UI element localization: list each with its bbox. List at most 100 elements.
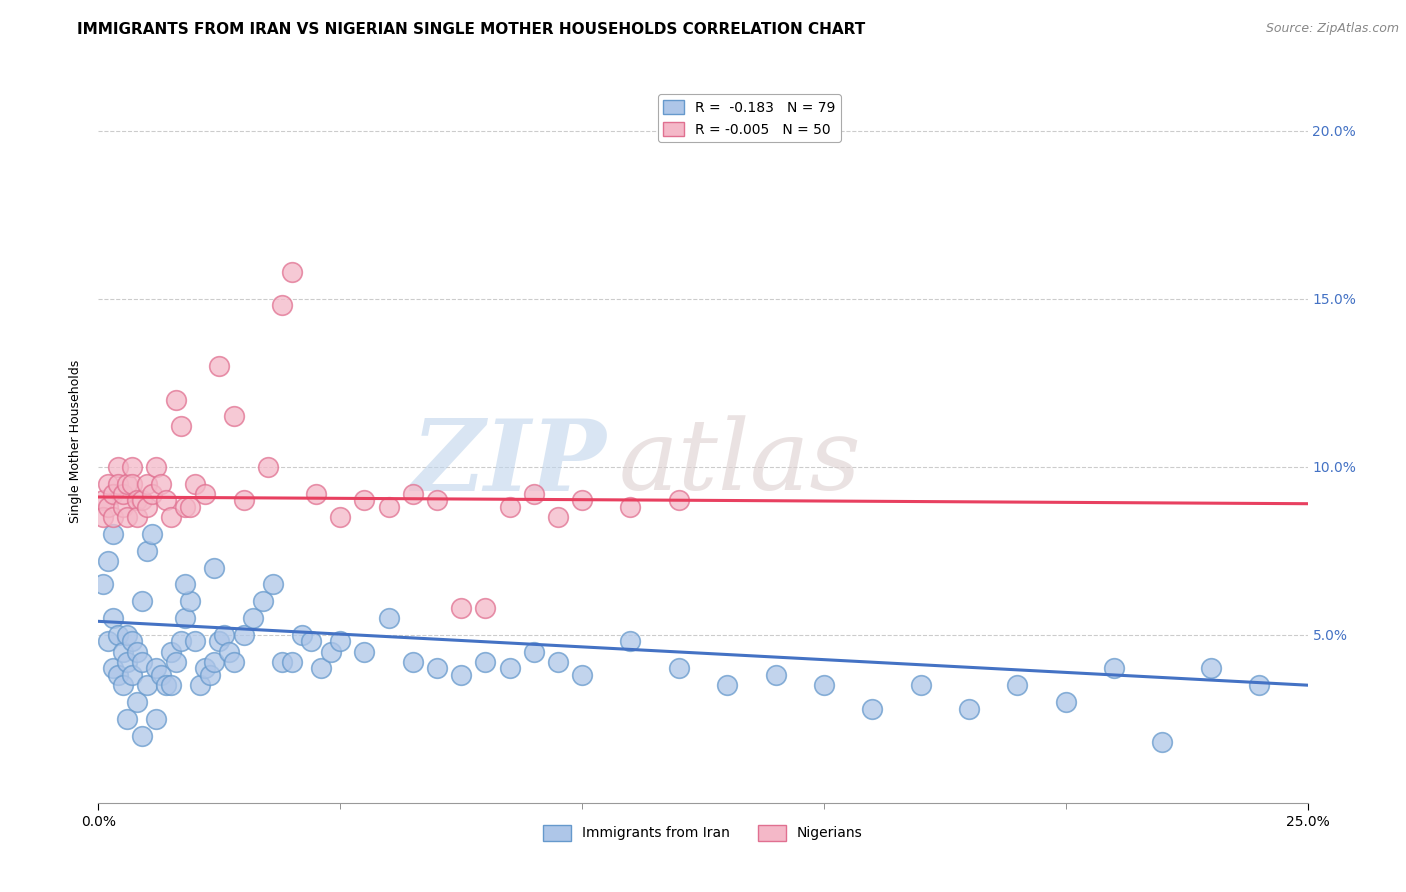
Point — [571, 668, 593, 682]
Point — [135, 543, 157, 558]
Point — [165, 392, 187, 407]
Point — [111, 678, 134, 692]
Point — [179, 500, 201, 514]
Point — [450, 600, 472, 615]
Point — [155, 678, 177, 692]
Legend: Immigrants from Iran, Nigerians: Immigrants from Iran, Nigerians — [538, 819, 868, 847]
Point — [716, 678, 738, 692]
Point — [474, 655, 496, 669]
Point — [131, 655, 153, 669]
Point — [232, 493, 254, 508]
Point — [145, 712, 167, 726]
Point — [668, 493, 690, 508]
Point — [101, 611, 124, 625]
Point — [212, 628, 235, 642]
Point — [188, 678, 211, 692]
Point — [252, 594, 274, 608]
Point — [97, 476, 120, 491]
Point — [242, 611, 264, 625]
Point — [117, 712, 139, 726]
Point — [131, 493, 153, 508]
Point — [353, 493, 375, 508]
Point — [319, 644, 342, 658]
Point — [377, 500, 399, 514]
Point — [256, 459, 278, 474]
Point — [141, 527, 163, 541]
Point — [155, 493, 177, 508]
Point — [194, 486, 217, 500]
Y-axis label: Single Mother Households: Single Mother Households — [69, 359, 83, 524]
Point — [474, 600, 496, 615]
Point — [290, 628, 312, 642]
Point — [619, 634, 641, 648]
Point — [765, 668, 787, 682]
Point — [107, 476, 129, 491]
Point — [329, 510, 352, 524]
Point — [111, 500, 134, 514]
Point — [117, 655, 139, 669]
Point — [271, 655, 294, 669]
Point — [232, 628, 254, 642]
Point — [131, 594, 153, 608]
Point — [450, 668, 472, 682]
Point — [97, 500, 120, 514]
Point — [141, 486, 163, 500]
Point — [135, 500, 157, 514]
Point — [1152, 735, 1174, 749]
Point — [101, 661, 124, 675]
Point — [127, 644, 149, 658]
Point — [91, 510, 114, 524]
Point — [117, 628, 139, 642]
Point — [101, 486, 124, 500]
Point — [498, 500, 520, 514]
Point — [169, 634, 191, 648]
Point — [97, 554, 120, 568]
Point — [127, 695, 149, 709]
Point — [498, 661, 520, 675]
Point — [299, 634, 322, 648]
Point — [107, 628, 129, 642]
Point — [91, 577, 114, 591]
Point — [426, 661, 449, 675]
Point — [305, 486, 328, 500]
Point — [218, 644, 240, 658]
Point — [523, 486, 546, 500]
Point — [127, 510, 149, 524]
Point — [1249, 678, 1271, 692]
Point — [204, 655, 226, 669]
Point — [860, 702, 883, 716]
Point — [910, 678, 932, 692]
Point — [150, 668, 173, 682]
Point — [208, 634, 231, 648]
Point — [135, 476, 157, 491]
Point — [402, 655, 425, 669]
Point — [1199, 661, 1222, 675]
Point — [184, 634, 207, 648]
Point — [309, 661, 332, 675]
Point — [160, 678, 183, 692]
Point — [117, 476, 139, 491]
Point — [174, 577, 197, 591]
Point — [121, 459, 143, 474]
Point — [107, 668, 129, 682]
Point — [121, 668, 143, 682]
Point — [1102, 661, 1125, 675]
Point — [101, 510, 124, 524]
Point — [1007, 678, 1029, 692]
Point — [262, 577, 284, 591]
Point — [121, 634, 143, 648]
Point — [135, 678, 157, 692]
Point — [101, 527, 124, 541]
Point — [194, 661, 217, 675]
Point — [107, 459, 129, 474]
Point — [174, 611, 197, 625]
Text: atlas: atlas — [619, 416, 860, 511]
Point — [547, 510, 569, 524]
Point — [222, 409, 245, 424]
Point — [668, 661, 690, 675]
Point — [121, 476, 143, 491]
Point — [169, 419, 191, 434]
Point — [281, 655, 304, 669]
Point — [281, 265, 304, 279]
Point — [353, 644, 375, 658]
